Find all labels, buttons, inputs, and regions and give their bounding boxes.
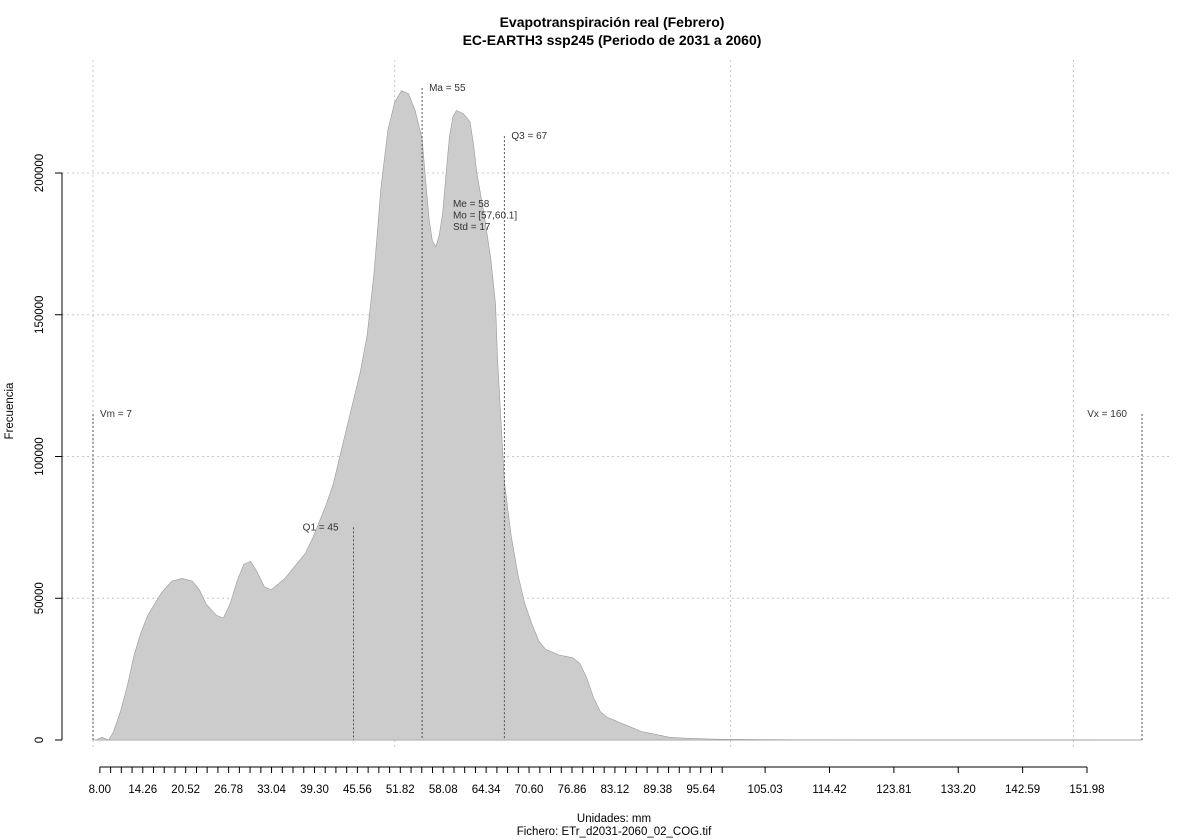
x-tick-label: 58.08 — [429, 784, 458, 796]
annotation-lines: Vm = 7 Q1 = 45 Ma = 55 Q3 = 67 Vx = 160 — [92, 83, 1143, 740]
annotation-label: Q3 = 67 — [511, 131, 547, 142]
chart-subtitle: EC-EARTH3 ssp245 (Periodo de 2031 a 2060… — [463, 32, 762, 48]
stats-std: Std = 17 — [453, 222, 491, 233]
y-tick-label: 0 — [34, 737, 46, 743]
stats-median: Me = 58 — [453, 199, 490, 210]
x-tick-label: 26.78 — [214, 784, 243, 796]
stats-mode: Mo = [57,60.1] — [453, 211, 517, 222]
stats-box: Me = 58 Mo = [57,60.1] Std = 17 — [453, 199, 517, 233]
annotation-label: Ma = 55 — [429, 83, 466, 94]
x-tick-label: 33.04 — [257, 784, 286, 796]
y-tick-label: 50000 — [34, 582, 46, 614]
x-tick-label: 14.26 — [128, 784, 157, 796]
x-tick-label: 95.64 — [686, 784, 715, 796]
y-tick-label: 100000 — [34, 437, 46, 475]
x-tick-label: 133.20 — [941, 784, 976, 796]
chart-title: Evapotranspiración real (Febrero) — [500, 14, 725, 30]
annotation-label: Q1 = 45 — [303, 522, 339, 533]
annotation-label: Vx = 160 — [1087, 409, 1127, 420]
x-tick-label: 83.12 — [601, 784, 630, 796]
y-tick-label: 150000 — [34, 296, 46, 334]
x-tick-label: 114.42 — [812, 784, 846, 796]
x-tick-label: 8.00 — [89, 784, 111, 796]
x-tick-label: 64.34 — [472, 784, 501, 796]
x-tick-label: 45.56 — [343, 784, 372, 796]
x-tick-label: 151.98 — [1069, 784, 1104, 796]
x-tick-label: 70.60 — [515, 784, 544, 796]
x-tick-label: 39.30 — [300, 784, 329, 796]
y-axis: 0 50000 100000 150000 200000 — [34, 154, 63, 743]
file-caption: Fichero: ETr_d2031-2060_02_COG.tif — [517, 826, 712, 838]
x-tick-label: 105.03 — [748, 784, 783, 796]
x-axis: 8.00 14.26 20.52 26.78 33.04 39.30 45.56 51.82 5… — [89, 766, 1105, 796]
x-tick-label: 123.81 — [876, 784, 911, 796]
x-tick-label: 51.82 — [386, 784, 415, 796]
x-tick-label: 76.86 — [558, 784, 587, 796]
x-axis-label: Unidades: mm — [577, 813, 651, 825]
x-tick-label: 20.52 — [171, 784, 200, 796]
density-area — [96, 90, 1143, 741]
x-tick-label: 89.38 — [643, 784, 672, 796]
y-tick-label: 200000 — [34, 154, 46, 192]
annotation-label: Vm = 7 — [100, 409, 132, 420]
x-tick-label: 142.59 — [1005, 784, 1040, 796]
y-axis-label: Frecuencia — [4, 382, 16, 439]
